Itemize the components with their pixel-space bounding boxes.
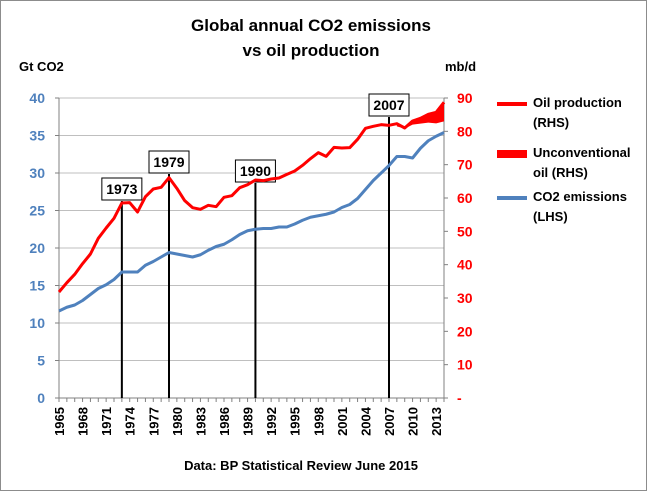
x-tick-label: 1986 bbox=[217, 407, 232, 436]
event-label-box bbox=[101, 177, 143, 201]
y-right-tick-label: 20 bbox=[457, 323, 473, 339]
y-right-tick-label: 30 bbox=[457, 290, 473, 306]
event-label: 1979 bbox=[153, 154, 184, 170]
y-left-axis-label: Gt CO2 bbox=[19, 59, 64, 74]
legend-swatch-unconventional bbox=[497, 150, 527, 158]
legend-label-oil: Oil production (RHS) bbox=[533, 93, 647, 133]
legend-oil-line2: (RHS) bbox=[533, 115, 570, 130]
legend-unconv-line2: oil (RHS) bbox=[533, 165, 588, 180]
legend-item-co2: CO2 emissions (LHS) bbox=[497, 187, 647, 227]
event-label-box bbox=[148, 150, 190, 174]
source-note: Data: BP Statistical Review June 2015 bbox=[184, 458, 418, 473]
event-label: 1973 bbox=[106, 181, 137, 197]
legend-oil-line1: Oil production bbox=[533, 95, 622, 110]
x-tick-label: 2001 bbox=[335, 407, 350, 436]
legend-swatch-co2 bbox=[497, 196, 527, 200]
y-right-tick-label: 40 bbox=[457, 257, 473, 273]
x-tick-label: 1968 bbox=[76, 407, 91, 436]
y-right-tick-label: 60 bbox=[457, 190, 473, 206]
y-left-tick-label: 5 bbox=[37, 353, 45, 369]
y-right-tick-label: 10 bbox=[457, 357, 473, 373]
x-tick-label: 1971 bbox=[99, 407, 114, 436]
legend-item-unconventional: Unconventional oil (RHS) bbox=[497, 143, 647, 183]
x-tick-label: 1983 bbox=[193, 407, 208, 436]
x-tick-label: 1989 bbox=[241, 407, 256, 436]
y-left-tick-label: 10 bbox=[29, 315, 45, 331]
legend-co2-line2: (LHS) bbox=[533, 209, 568, 224]
y-left-tick-label: 20 bbox=[29, 240, 45, 256]
x-tick-label: 1998 bbox=[311, 407, 326, 436]
x-tick-label: 1980 bbox=[170, 407, 185, 436]
unconventional-oil-area bbox=[396, 102, 444, 129]
y-left-tick-label: 25 bbox=[29, 203, 45, 219]
legend-co2-line1: CO2 emissions bbox=[533, 189, 627, 204]
y-left-tick-label: 30 bbox=[29, 165, 45, 181]
x-tick-label: 2010 bbox=[406, 407, 421, 436]
y-right-axis-label: mb/d bbox=[445, 59, 477, 74]
chart-title: Global annual CO2 emissions bbox=[191, 16, 431, 35]
chart-subtitle: vs oil production bbox=[242, 41, 380, 60]
y-left-tick-label: 0 bbox=[37, 390, 45, 406]
oil-production-line bbox=[57, 101, 446, 293]
x-tick-label: 1965 bbox=[52, 407, 67, 436]
event-label: 2007 bbox=[373, 97, 404, 113]
y-left-tick-label: 40 bbox=[29, 90, 45, 106]
y-right-tick-label: 90 bbox=[457, 90, 473, 106]
y-left-tick-label: 15 bbox=[29, 278, 45, 294]
co2-emissions-line bbox=[58, 131, 445, 313]
y-right-tick-label: 50 bbox=[457, 223, 473, 239]
y-right-tick-label: - bbox=[457, 390, 462, 406]
x-tick-label: 1992 bbox=[264, 407, 279, 436]
x-tick-label: 1977 bbox=[146, 407, 161, 436]
legend-unconv-line1: Unconventional bbox=[533, 145, 631, 160]
y-left-tick-label: 35 bbox=[29, 128, 45, 144]
legend-swatch-oil bbox=[497, 102, 527, 106]
y-right-tick-label: 80 bbox=[457, 123, 473, 139]
event-label-box bbox=[368, 93, 410, 117]
x-tick-label: 2013 bbox=[429, 407, 444, 436]
x-tick-label: 1995 bbox=[288, 407, 303, 436]
x-tick-label: 2004 bbox=[358, 406, 373, 436]
legend-item-oil: Oil production (RHS) bbox=[497, 93, 647, 133]
x-tick-label: 1974 bbox=[123, 406, 138, 436]
event-label-box bbox=[234, 159, 276, 183]
legend-label-co2: CO2 emissions (LHS) bbox=[533, 187, 647, 227]
x-tick-label: 2007 bbox=[382, 407, 397, 436]
event-label: 1990 bbox=[240, 163, 271, 179]
y-right-tick-label: 70 bbox=[457, 157, 473, 173]
legend-label-unconventional: Unconventional oil (RHS) bbox=[533, 143, 647, 183]
